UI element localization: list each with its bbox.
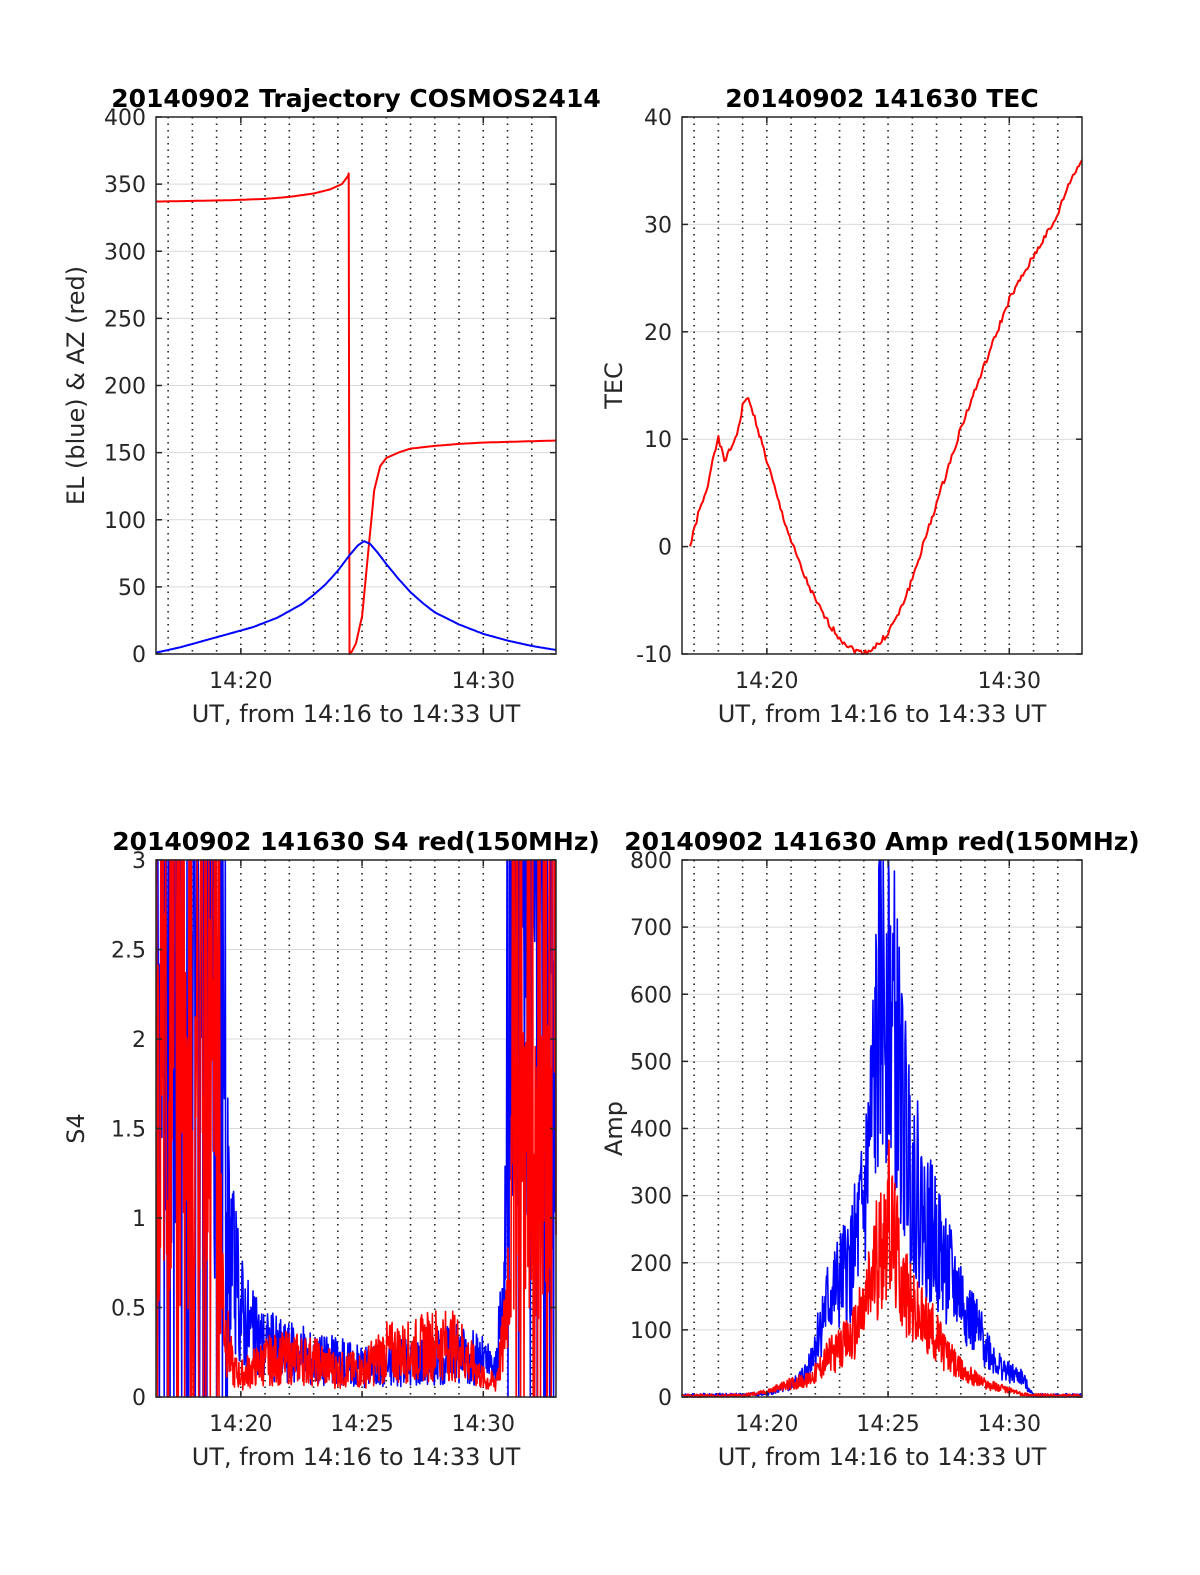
y-tick-label: 50: [118, 576, 146, 601]
x-tick-label: 14:25: [856, 1412, 919, 1437]
y-tick-label: 400: [104, 106, 146, 131]
x-tick-label: 14:30: [978, 669, 1041, 694]
x-tick-label: 14:20: [735, 1412, 798, 1437]
y-tick-label: 200: [104, 375, 146, 400]
y-tick-label: 600: [630, 983, 672, 1008]
y-tick-label: 500: [630, 1050, 672, 1075]
y-tick-label: 0: [132, 643, 146, 668]
x-axis-label: UT, from 14:16 to 14:33 UT: [718, 700, 1047, 728]
y-axis-label: Amp: [600, 1101, 628, 1156]
y-tick-label: 100: [104, 509, 146, 534]
y-tick-label: 350: [104, 173, 146, 198]
x-tick-label: 14:20: [209, 1412, 272, 1437]
series-line-2: [681, 1139, 1083, 1398]
y-tick-label: 2.5: [111, 939, 146, 964]
plot-area: [682, 117, 1082, 654]
y-tick-label: 150: [104, 442, 146, 467]
y-tick-label: 0.5: [111, 1297, 146, 1322]
y-axis-label: EL (blue) & AZ (red): [62, 266, 90, 505]
chart-panel-4: 0 100 200 300 400 500 600 700 800 14:20 14:25 14:30…: [600, 827, 1140, 1471]
y-tick-label: 30: [644, 213, 672, 238]
y-axis-label: S4: [62, 1113, 90, 1144]
series-line-2: [155, 859, 557, 1398]
axes-box: [681, 116, 1083, 655]
x-tick-label: 14:20: [735, 669, 798, 694]
chart-title: 20140902 141630 Amp red(150MHz): [624, 827, 1140, 856]
y-tick-label: 3: [132, 849, 146, 874]
x-tick-label: 14:25: [330, 1412, 393, 1437]
y-tick-label: 300: [104, 240, 146, 265]
y-tick-label: 20: [644, 321, 672, 346]
y-tick-label: -10: [636, 643, 672, 668]
chart-panel-3: 0 0.5 1 1.5 2 2.5 3 14:20 14:25 14:30 UT, from 14:…: [62, 827, 600, 1471]
y-tick-label: 2: [132, 1028, 146, 1053]
y-tick-label: 250: [104, 307, 146, 332]
chart-title: 20140902 141630 TEC: [725, 84, 1038, 113]
y-tick-label: 1: [132, 1207, 146, 1232]
x-tick-label: 14:30: [452, 1412, 515, 1437]
x-tick-label: 14:20: [209, 669, 272, 694]
y-tick-label: 0: [132, 1386, 146, 1411]
y-tick-label: 700: [630, 916, 672, 941]
y-axis-label: TEC: [600, 362, 628, 410]
y-tick-label: 0: [658, 536, 672, 561]
chart-panel-1: 0 50 100 150 200 250 300 350 400 14:20 14:30 UT, fr…: [62, 84, 601, 728]
chart-panel-2: -10 0 10 20 30 40 14:20 14:30 UT, from 14:16 to …: [600, 84, 1083, 728]
y-tick-label: 200: [630, 1252, 672, 1277]
chart-title: 20140902 141630 S4 red(150MHz): [112, 827, 600, 856]
y-tick-label: 0: [658, 1386, 672, 1411]
series-line-1: [689, 159, 1083, 655]
series-line-2: [155, 540, 557, 654]
x-axis-label: UT, from 14:16 to 14:33 UT: [718, 1443, 1047, 1471]
y-tick-label: 10: [644, 428, 672, 453]
y-tick-label: 800: [630, 849, 672, 874]
y-tick-label: 300: [630, 1185, 672, 1210]
x-tick-label: 14:30: [452, 669, 515, 694]
x-axis-label: UT, from 14:16 to 14:33 UT: [192, 1443, 521, 1471]
y-tick-label: 40: [644, 106, 672, 131]
x-tick-label: 14:30: [978, 1412, 1041, 1437]
y-tick-label: 100: [630, 1319, 672, 1344]
x-axis-label: UT, from 14:16 to 14:33 UT: [192, 700, 521, 728]
y-tick-label: 1.5: [111, 1118, 146, 1143]
chart-title: 20140902 Trajectory COSMOS2414: [111, 84, 601, 113]
y-tick-label: 400: [630, 1118, 672, 1143]
series-line-1: [155, 172, 557, 655]
